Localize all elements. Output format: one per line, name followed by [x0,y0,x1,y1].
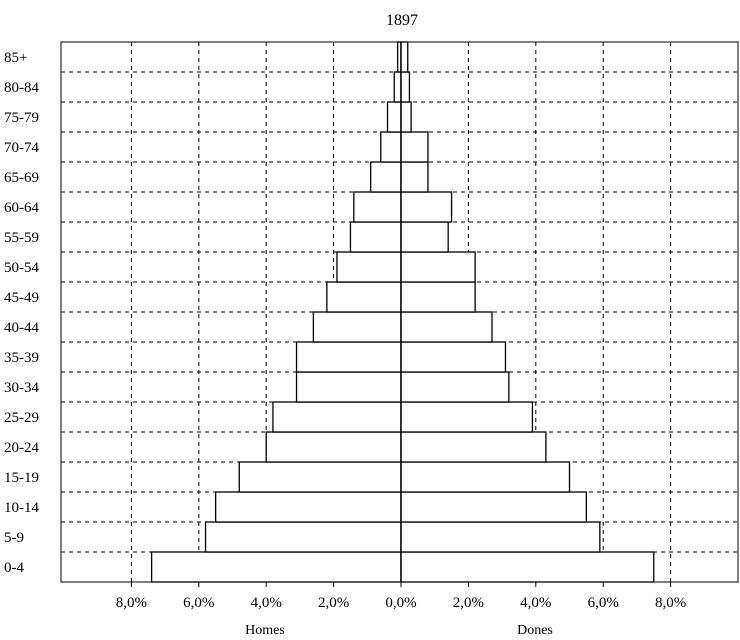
bar-homes-70-74 [380,131,402,163]
y-tick-label: 70-74 [4,140,39,156]
bar-homes-55-59 [349,221,402,253]
bar-homes-80-84 [393,71,402,103]
x-axis-ticks: 8,0% 6,0% 4,0% 2,0% 0,0% 2,0% 4,0% 6,0% 8,0% [116,582,686,611]
x-tick-label: 4,0% [251,595,282,611]
y-tick-label: 25-29 [4,410,39,426]
x-tick-label: 6,0% [588,595,619,611]
bar-homes-35-39 [295,341,402,373]
bar-homes-60-64 [353,191,402,223]
bar-homes-25-29 [272,401,402,433]
plot-frame [60,41,739,583]
y-tick-label: 55-59 [4,230,39,246]
x-tick-label: 2,0% [318,595,349,611]
bar-dones-80-84 [400,71,411,103]
bar-homes-75-79 [386,101,402,133]
y-tick-label: 80-84 [4,80,39,96]
x-tick-label: 4,0% [520,595,551,611]
y-tick-label: 10-14 [4,500,39,516]
bar-dones-50-54 [400,251,476,283]
bar-homes-10-14 [214,491,402,523]
y-tick-label: 0-4 [4,560,24,576]
bar-homes-65-69 [370,161,402,193]
x-tick-label: 6,0% [183,595,214,611]
bar-dones-60-64 [400,191,453,223]
y-tick-label: 30-34 [4,380,39,396]
y-tick-label: 15-19 [4,470,39,486]
y-tick-label: 35-39 [4,350,39,366]
bar-dones-25-29 [400,401,534,433]
y-tick-label: 60-64 [4,200,39,216]
bar-homes-40-44 [312,311,402,343]
y-axis-labels: 0-4 5-9 10-14 15-19 20-24 25-29 30-34 35-39 40-4… [4,50,39,576]
bar-homes-15-19 [238,461,402,493]
y-tick-label: 5-9 [4,530,24,546]
bar-dones-0-4 [400,551,655,583]
bar-dones-5-9 [400,521,601,553]
group-label-dones: Dones [517,623,553,638]
bar-dones-35-39 [400,341,507,373]
bar-dones-85+ [400,41,409,73]
bar-dones-45-49 [400,281,476,313]
x-tick-label: 2,0% [453,595,484,611]
group-label-homes: Homes [245,623,285,638]
bar-homes-50-54 [336,251,402,283]
y-tick-label: 40-44 [4,320,39,336]
x-tick-label: 0,0% [385,595,416,611]
bar-dones-70-74 [400,131,429,163]
bar-homes-30-34 [295,371,402,403]
bar-dones-40-44 [400,311,493,343]
bar-dones-20-24 [400,431,547,463]
x-tick-label: 8,0% [116,595,147,611]
y-tick-label: 85+ [4,50,27,66]
y-tick-label: 50-54 [4,260,39,276]
y-tick-label: 75-79 [4,110,39,126]
y-tick-label: 20-24 [4,440,39,456]
y-tick-label: 65-69 [4,170,39,186]
bar-dones-55-59 [400,221,449,253]
bar-homes-0-4 [150,551,402,583]
bar-dones-30-34 [400,371,510,403]
bar-dones-10-14 [400,491,588,523]
bar-dones-75-79 [400,101,412,133]
bar-homes-20-24 [265,431,402,463]
bars [150,41,655,583]
bar-homes-5-9 [204,521,402,553]
bar-dones-65-69 [400,161,429,193]
bar-dones-15-19 [400,461,571,493]
x-tick-label: 8,0% [655,595,686,611]
bar-homes-45-49 [326,281,402,313]
y-tick-label: 45-49 [4,290,39,306]
chart-title: 1897 [386,12,418,29]
